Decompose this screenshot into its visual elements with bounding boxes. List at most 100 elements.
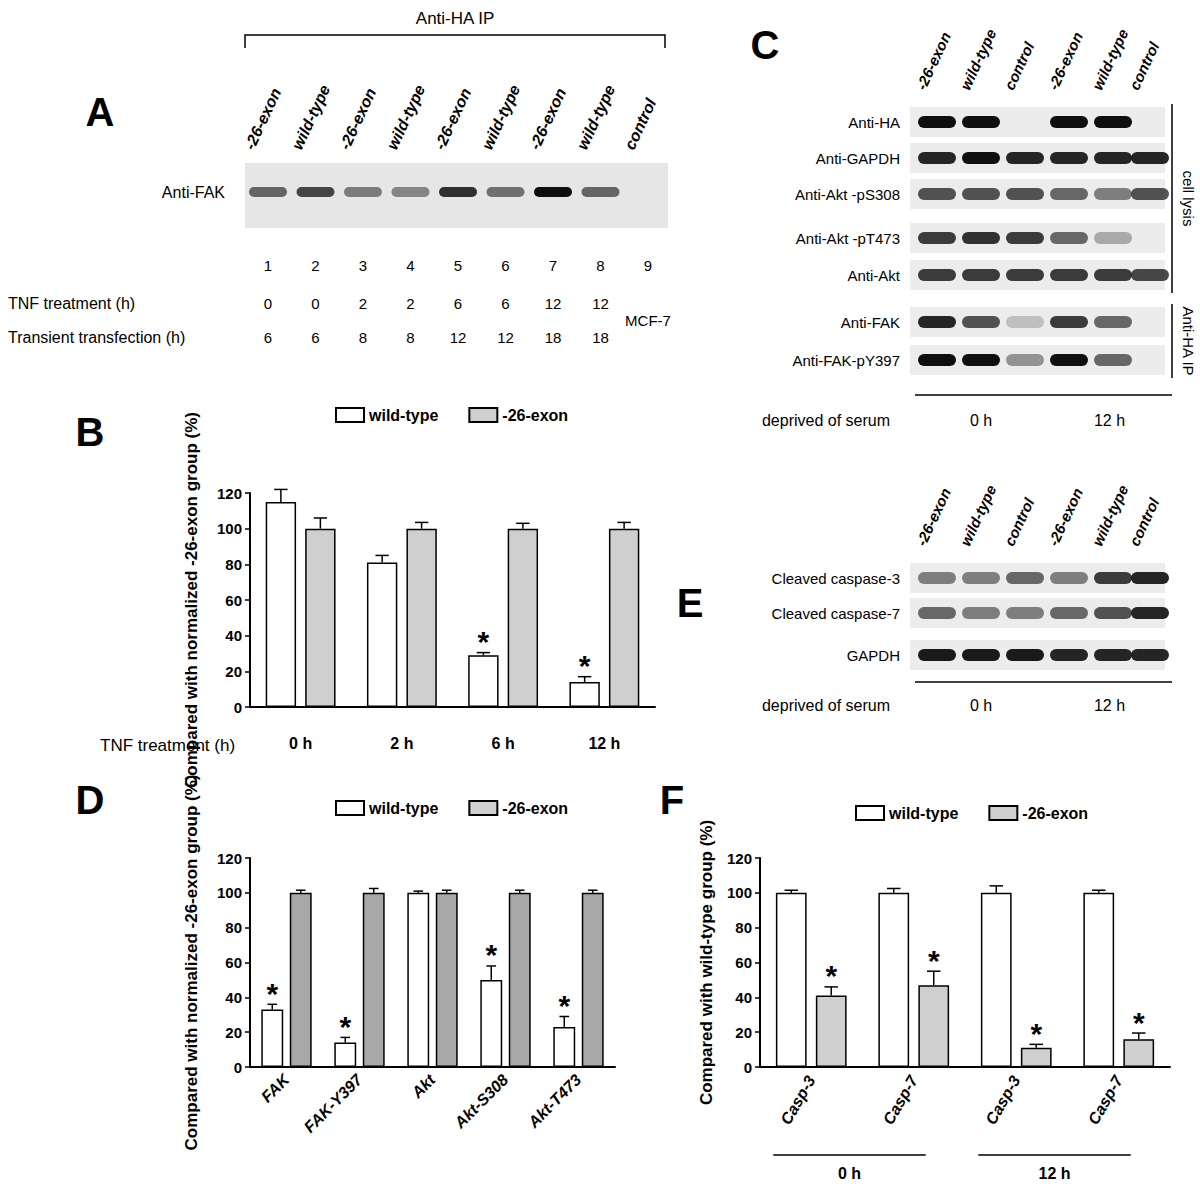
svg-text:Transient transfection (h): Transient transfection (h) — [8, 329, 185, 346]
svg-text:cell lysis: cell lysis — [1180, 171, 1197, 227]
svg-text:-26-exon: -26-exon — [336, 85, 379, 152]
svg-text:7: 7 — [549, 257, 557, 274]
svg-text:Akt: Akt — [408, 1071, 439, 1102]
svg-text:Anti-HA: Anti-HA — [848, 114, 900, 131]
svg-text:6: 6 — [501, 295, 509, 312]
svg-text:wild-type: wild-type — [888, 805, 958, 822]
svg-text:100: 100 — [727, 884, 752, 901]
svg-text:Akt-T473: Akt-T473 — [524, 1071, 585, 1132]
svg-text:*: * — [266, 977, 278, 1010]
svg-text:2: 2 — [359, 295, 367, 312]
svg-text:wild-type: wild-type — [368, 407, 438, 424]
svg-text:GAPDH: GAPDH — [847, 647, 900, 664]
svg-text:12 h: 12 h — [588, 735, 620, 752]
svg-text:Casp-7: Casp-7 — [880, 1072, 922, 1128]
svg-text:control: control — [1126, 38, 1163, 92]
svg-text:2: 2 — [311, 257, 319, 274]
svg-text:100: 100 — [217, 884, 242, 901]
svg-text:-26-exon: -26-exon — [1045, 485, 1086, 548]
svg-text:60: 60 — [225, 954, 242, 971]
svg-text:FAK-Y397: FAK-Y397 — [301, 1070, 367, 1136]
svg-text:12 h: 12 h — [1038, 1165, 1070, 1182]
svg-text:*: * — [485, 938, 497, 971]
svg-text:40: 40 — [225, 989, 242, 1006]
svg-text:12 h: 12 h — [1094, 412, 1125, 429]
svg-text:-26-exon: -26-exon — [913, 485, 954, 548]
svg-text:Anti-Akt -pS308: Anti-Akt -pS308 — [795, 186, 900, 203]
svg-text:6: 6 — [264, 329, 272, 346]
svg-text:0: 0 — [234, 1059, 242, 1076]
svg-text:0 h: 0 h — [970, 697, 992, 714]
svg-text:18: 18 — [545, 329, 562, 346]
svg-text:0: 0 — [264, 295, 272, 312]
svg-text:C: C — [751, 23, 780, 67]
svg-text:-26-exon: -26-exon — [431, 85, 474, 152]
svg-text:120: 120 — [727, 850, 752, 867]
svg-text:3: 3 — [359, 257, 367, 274]
svg-text:wild-type: wild-type — [368, 800, 438, 817]
svg-text:2 h: 2 h — [390, 735, 413, 752]
svg-text:40: 40 — [735, 989, 752, 1006]
svg-text:*: * — [478, 625, 490, 658]
svg-text:deprived of serum: deprived of serum — [762, 412, 890, 429]
svg-text:Cleaved caspase-7: Cleaved caspase-7 — [772, 605, 900, 622]
svg-text:6: 6 — [311, 329, 319, 346]
svg-text:control: control — [1001, 38, 1038, 92]
svg-text:TNF treatment (h): TNF treatment (h) — [100, 736, 235, 755]
svg-text:Anti-FAK-pY397: Anti-FAK-pY397 — [792, 352, 900, 369]
svg-text:6: 6 — [454, 295, 462, 312]
svg-text:12: 12 — [545, 295, 562, 312]
svg-text:12: 12 — [497, 329, 514, 346]
svg-text:B: B — [76, 410, 105, 454]
svg-text:Casp-3: Casp-3 — [982, 1073, 1023, 1128]
svg-text:F: F — [660, 778, 684, 822]
svg-text:4: 4 — [406, 257, 414, 274]
svg-text:18: 18 — [592, 329, 609, 346]
svg-text:12 h: 12 h — [1094, 697, 1125, 714]
svg-text:0: 0 — [311, 295, 319, 312]
svg-text:Compared with normalized -26-e: Compared with normalized -26-exon group … — [182, 775, 201, 1151]
svg-text:6: 6 — [501, 257, 509, 274]
svg-text:Casp-7: Casp-7 — [1085, 1072, 1127, 1128]
svg-text:wild-type: wild-type — [384, 82, 429, 152]
svg-text:wild-type: wild-type — [957, 26, 1000, 92]
svg-text:Anti-FAK: Anti-FAK — [841, 314, 900, 331]
svg-text:-26-exon: -26-exon — [502, 800, 568, 817]
svg-text:*: * — [825, 959, 837, 992]
svg-text:*: * — [928, 944, 940, 977]
svg-text:12: 12 — [450, 329, 467, 346]
svg-text:2: 2 — [406, 295, 414, 312]
svg-text:80: 80 — [225, 919, 242, 936]
svg-text:0 h: 0 h — [289, 735, 312, 752]
svg-text:deprived of serum: deprived of serum — [762, 697, 890, 714]
svg-text:80: 80 — [735, 919, 752, 936]
svg-text:wild-type: wild-type — [289, 82, 334, 152]
svg-text:80: 80 — [225, 556, 242, 573]
svg-text:0: 0 — [234, 699, 242, 716]
svg-text:A: A — [86, 90, 115, 134]
svg-text:control: control — [621, 95, 660, 152]
svg-text:*: * — [579, 649, 591, 682]
svg-text:0 h: 0 h — [970, 412, 992, 429]
svg-text:60: 60 — [735, 954, 752, 971]
svg-text:-26-exon: -26-exon — [502, 407, 568, 424]
svg-text:0: 0 — [744, 1059, 752, 1076]
svg-text:TNF treatment (h): TNF treatment (h) — [8, 295, 135, 312]
svg-text:E: E — [677, 581, 704, 625]
svg-text:wild-type: wild-type — [479, 82, 524, 152]
svg-text:100: 100 — [217, 520, 242, 537]
svg-text:60: 60 — [225, 592, 242, 609]
svg-text:8: 8 — [596, 257, 604, 274]
svg-text:Akt-S308: Akt-S308 — [450, 1071, 511, 1132]
svg-text:40: 40 — [225, 627, 242, 644]
svg-text:FAK: FAK — [258, 1070, 294, 1106]
svg-text:-26-exon: -26-exon — [526, 85, 569, 152]
svg-text:Anti-HA IP: Anti-HA IP — [416, 9, 494, 28]
svg-text:9: 9 — [644, 257, 652, 274]
svg-text:Anti-Akt: Anti-Akt — [847, 267, 900, 284]
svg-text:-26-exon: -26-exon — [1022, 805, 1088, 822]
svg-text:Anti-HA IP: Anti-HA IP — [1180, 306, 1197, 375]
svg-text:Anti-Akt -pT473: Anti-Akt -pT473 — [796, 230, 900, 247]
svg-text:Anti-FAK: Anti-FAK — [162, 184, 225, 201]
svg-text:20: 20 — [225, 1024, 242, 1041]
